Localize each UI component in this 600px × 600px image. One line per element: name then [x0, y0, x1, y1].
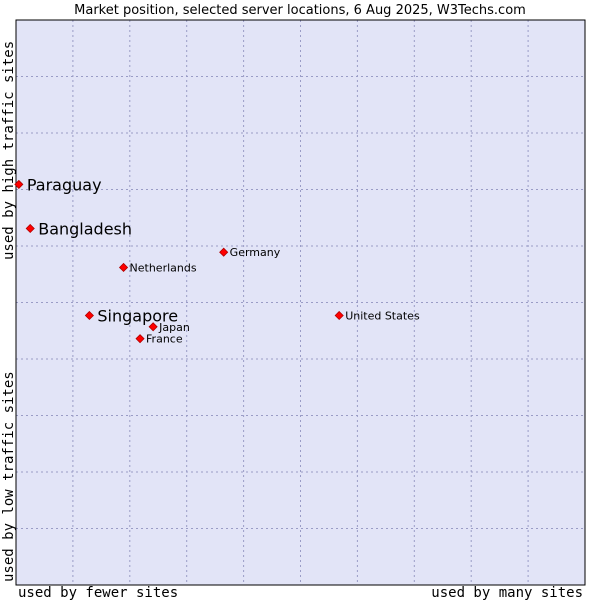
x-axis-label-left: used by fewer sites [18, 585, 178, 600]
point-bangladesh [25, 223, 35, 234]
point-label-singapore: Singapore [97, 306, 178, 325]
point-label-france: France [146, 333, 183, 346]
plot-border [15, 19, 586, 586]
point-label-germany: Germany [230, 246, 281, 259]
y-axis-label-top: used by high traffic sites [1, 41, 17, 260]
point-label-japan: Japan [158, 321, 190, 334]
point-label-bangladesh: Bangladesh [38, 219, 132, 238]
point-label-paraguay: Paraguay [27, 175, 102, 194]
point-netherlands [118, 262, 129, 273]
point-united-states [334, 310, 344, 321]
data-points: Paraguay Bangladesh Germany Netherlands Sing… [14, 175, 420, 346]
y-axis-label-bottom: used by low traffic sites [1, 371, 17, 582]
point-label-netherlands: Netherlands [130, 261, 197, 274]
point-label-united-states: United States [345, 309, 420, 322]
point-japan [148, 322, 158, 332]
point-paraguay [14, 179, 24, 189]
chart-title: Market position, selected server locatio… [74, 3, 526, 18]
gridlines [16, 20, 585, 585]
point-france [135, 334, 145, 344]
x-axis-label-right: used by many sites [431, 585, 583, 600]
point-germany [219, 247, 229, 257]
point-singapore [84, 310, 94, 321]
